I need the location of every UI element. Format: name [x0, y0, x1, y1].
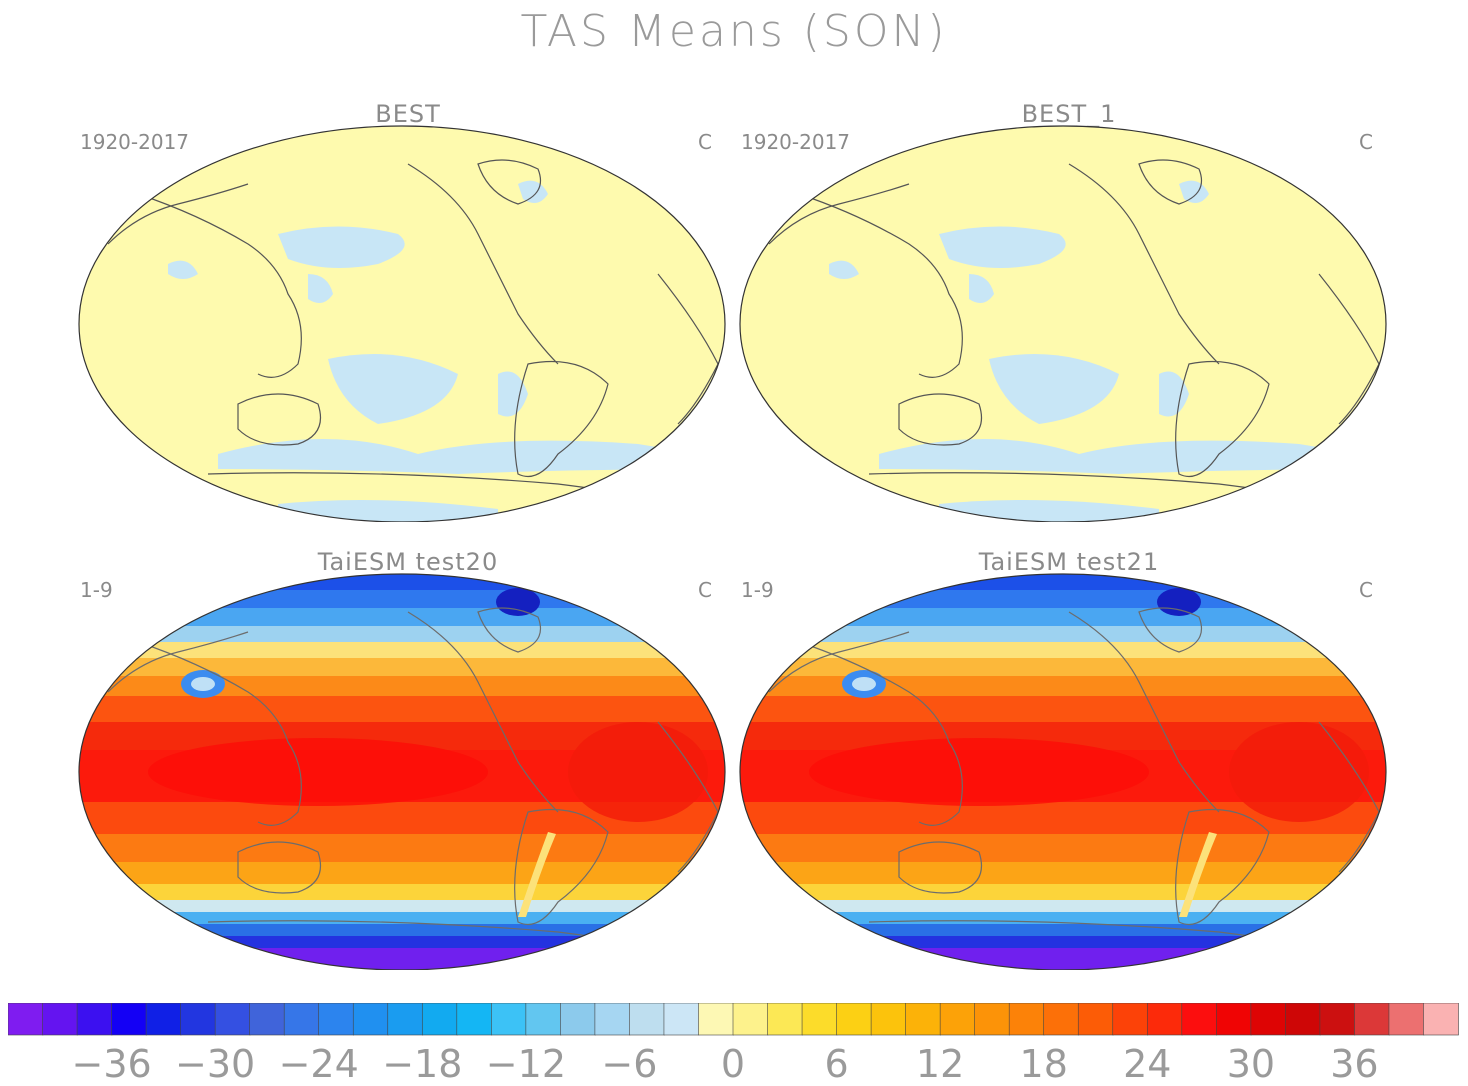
panel-title: TaiESM test20	[317, 548, 499, 576]
colorbar-swatch	[939, 1003, 976, 1036]
colorbar-swatch	[801, 1003, 838, 1036]
panel-units: C	[1359, 130, 1373, 154]
colorbar-tick-label: −12	[486, 1042, 566, 1083]
panel-title: BEST_1	[1021, 100, 1117, 128]
colorbar-swatch	[1112, 1003, 1149, 1036]
map-projection	[739, 573, 1387, 970]
colorbar-swatch	[352, 1003, 389, 1036]
panel-title: TaiESM test21	[978, 548, 1160, 576]
colorbar-swatch	[1285, 1003, 1321, 1036]
colorbar-swatch	[249, 1003, 285, 1036]
colorbar-swatch	[180, 1003, 216, 1036]
colorbar-swatch	[214, 1003, 251, 1036]
panel-units: C	[698, 578, 712, 602]
colorbar-swatch	[1181, 1003, 1218, 1036]
panel-best-1: BEST_1 1920-2017 C	[739, 100, 1399, 522]
colorbar-swatch	[1146, 1003, 1183, 1036]
colorbar-swatch	[1043, 1003, 1080, 1036]
map-outline	[78, 573, 726, 970]
colorbar-swatch	[1250, 1003, 1287, 1036]
colorbar-tick-label: 18	[1020, 1042, 1068, 1083]
colorbar-swatch	[698, 1003, 734, 1036]
colorbar-swatch	[560, 1003, 596, 1036]
map-outline	[739, 573, 1387, 970]
colorbar-swatch	[387, 1003, 424, 1036]
colorbar-swatch	[1354, 1003, 1390, 1036]
colorbar-tick-label: −36	[71, 1042, 151, 1083]
panel-period: 1920-2017	[80, 130, 190, 154]
colorbar-swatch	[1216, 1003, 1252, 1036]
colorbar: −36 −30 −24 −18 −12 −6 0 6 12 18 24 30 36	[8, 1003, 1459, 1083]
colorbar-tick-label: −6	[601, 1042, 657, 1083]
colorbar-tick-label: −30	[175, 1042, 255, 1083]
colorbar-tick-label: −18	[382, 1042, 462, 1083]
colorbar-swatch	[318, 1003, 355, 1036]
map-outline	[78, 125, 726, 522]
colorbar-swatch	[663, 1003, 700, 1036]
colorbar-swatch	[145, 1003, 182, 1036]
panel-units: C	[1359, 578, 1373, 602]
colorbar-swatch	[732, 1003, 769, 1036]
colorbar-swatch	[1077, 1003, 1114, 1036]
colorbar-swatch	[283, 1003, 320, 1036]
map-projection	[739, 125, 1387, 522]
colorbar-swatch	[1319, 1003, 1356, 1036]
panel-taiesm-test20: TaiESM test20 1-9 C	[78, 548, 738, 970]
colorbar-tick-label: 24	[1123, 1042, 1171, 1083]
colorbar-swatch	[8, 1003, 44, 1036]
figure-title: TAS Means (SON)	[520, 6, 948, 57]
colorbar-swatch	[491, 1003, 527, 1036]
colorbar-swatch	[525, 1003, 562, 1036]
panel-period: 1920-2017	[741, 130, 851, 154]
colorbar-tick-label: −24	[279, 1042, 359, 1083]
colorbar-swatch	[111, 1003, 147, 1036]
colorbar-swatch	[974, 1003, 1010, 1036]
colorbar-tick-label: 12	[916, 1042, 964, 1083]
panel-units: C	[698, 130, 712, 154]
map-outline	[739, 125, 1387, 522]
colorbar-swatch	[629, 1003, 665, 1036]
map-projection	[78, 125, 726, 522]
colorbar-swatch	[870, 1003, 907, 1036]
colorbar-swatch	[1388, 1003, 1425, 1036]
colorbar-swatch	[42, 1003, 78, 1036]
colorbar-tick-label: 0	[721, 1042, 745, 1083]
colorbar-swatch	[456, 1003, 493, 1036]
colorbar-swatch	[905, 1003, 941, 1036]
panel-title: BEST	[375, 100, 441, 128]
colorbar-swatch	[836, 1003, 872, 1036]
colorbar-swatch	[421, 1003, 458, 1036]
colorbar-swatch	[76, 1003, 113, 1036]
colorbar-swatch	[594, 1003, 631, 1036]
colorbar-tick-label: 36	[1330, 1042, 1378, 1083]
map-projection	[78, 573, 726, 970]
panel-best: BEST 1920-2017 C	[78, 100, 738, 522]
colorbar-tick-label: 30	[1227, 1042, 1275, 1083]
panel-period: 1-9	[741, 578, 774, 602]
colorbar-tick-label: 6	[825, 1042, 849, 1083]
panel-taiesm-test21: TaiESM test21 1-9 C	[739, 548, 1399, 970]
colorbar-swatch	[1008, 1003, 1045, 1036]
panel-period: 1-9	[80, 578, 113, 602]
colorbar-swatch	[1423, 1003, 1459, 1036]
colorbar-swatch	[767, 1003, 803, 1036]
